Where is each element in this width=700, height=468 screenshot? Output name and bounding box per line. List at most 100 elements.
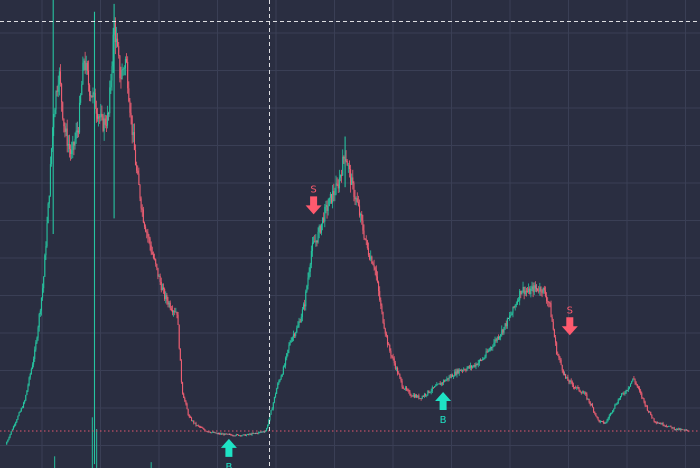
candle-body [158, 276, 160, 277]
candle-body [271, 408, 273, 411]
candle-body [467, 366, 469, 369]
candle-body [350, 169, 352, 185]
candle-body [30, 368, 32, 375]
candle-body [42, 288, 44, 298]
candle-body [255, 432, 258, 434]
candle-body [213, 431, 215, 433]
candle-body [287, 349, 289, 354]
candle-body [520, 290, 522, 295]
candle-body [305, 291, 307, 307]
candle-body [138, 173, 140, 185]
candle-body [55, 91, 57, 110]
candle-body [8, 437, 10, 440]
candle-body [337, 184, 339, 189]
candle-body [203, 428, 205, 430]
candle-body [615, 404, 617, 406]
candle-body [521, 291, 523, 295]
candle-body [212, 431, 214, 433]
candle-body [208, 431, 210, 433]
candle-body [80, 95, 82, 103]
buy-arrow-icon [220, 438, 237, 457]
candle-body [301, 309, 303, 317]
candle-body [479, 359, 482, 361]
candle-body [432, 387, 434, 389]
candle-body [603, 421, 605, 424]
candle-body [64, 126, 66, 132]
sell-signal-label: S [310, 184, 316, 195]
sell-arrow-icon [305, 196, 322, 215]
candle-body [672, 427, 674, 429]
candle-body [343, 156, 345, 159]
candle-body [530, 288, 532, 295]
candle-body [636, 384, 638, 387]
candle-body [369, 255, 371, 260]
candle-body [342, 156, 344, 176]
candle-body [572, 384, 574, 388]
candle-body [416, 395, 418, 398]
candle-body [173, 311, 175, 313]
candle-body [660, 423, 662, 425]
candle-body [332, 191, 334, 203]
candle-body [316, 240, 318, 243]
candle-body [473, 365, 475, 367]
candle-body [635, 382, 637, 385]
candle-body [596, 416, 598, 418]
candle-body [227, 433, 230, 435]
candle-body [686, 429, 688, 431]
candle-body [193, 420, 195, 424]
candle-body [29, 374, 31, 378]
candle-body [427, 390, 429, 395]
candle-body [673, 427, 675, 430]
candle-body [122, 68, 124, 70]
candle-body [249, 433, 251, 435]
candle-body [38, 314, 40, 328]
candle-body [70, 149, 72, 155]
candle-body [322, 217, 324, 224]
candle-body [514, 304, 516, 308]
candle-body [194, 422, 196, 424]
candle-body [361, 213, 363, 221]
candle-body [539, 287, 541, 292]
candle-body [46, 223, 48, 247]
candle-body [235, 434, 237, 436]
candle-body [409, 391, 411, 396]
candle-body [510, 315, 512, 317]
candle-body [251, 433, 253, 435]
candle-body [522, 286, 524, 292]
candle-body [544, 290, 546, 297]
candle-body [81, 84, 83, 96]
candle-body [270, 410, 272, 415]
candle-body [325, 205, 327, 207]
candle-body [631, 381, 633, 384]
candle-body [644, 401, 646, 406]
candle-body [606, 420, 608, 422]
candle-body [628, 386, 630, 389]
candle-body [456, 369, 458, 375]
candle-body [671, 426, 673, 429]
candle-body [129, 101, 131, 113]
candle-body [406, 387, 408, 390]
candle-body [658, 422, 660, 424]
candle-body [351, 177, 353, 185]
candle-body [568, 380, 570, 383]
candle-body [388, 344, 390, 346]
candle-body [91, 95, 93, 98]
candle-body [391, 355, 393, 357]
candle-body [187, 409, 189, 416]
candle-body [537, 288, 539, 291]
candle-body [626, 390, 628, 391]
candle-body [624, 393, 626, 395]
candle-body [37, 327, 39, 338]
signals: B S B S [220, 184, 578, 468]
candle-body [11, 429, 13, 432]
candle-body [160, 281, 162, 291]
candle-body [65, 128, 67, 132]
candle-body [277, 383, 279, 389]
candle-body [670, 425, 672, 427]
candle-body [56, 91, 58, 93]
candle-body [504, 323, 506, 327]
candle-body [442, 380, 445, 384]
